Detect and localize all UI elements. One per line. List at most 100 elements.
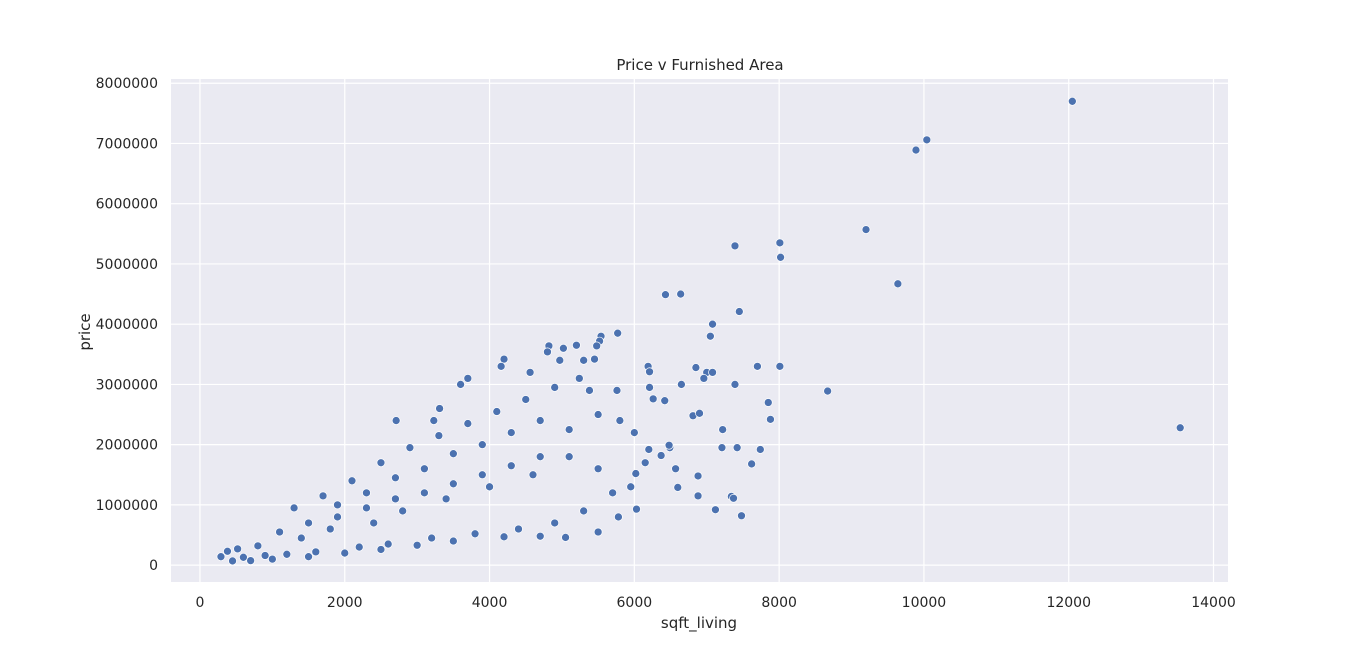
- data-point: [559, 343, 568, 353]
- data-point: [333, 500, 342, 510]
- data-point: [631, 469, 641, 478]
- data-point: [391, 473, 400, 483]
- data-point: [660, 396, 670, 406]
- data-point: [626, 482, 636, 492]
- data-point: [514, 524, 523, 534]
- data-point: [614, 512, 623, 522]
- data-point: [420, 488, 429, 498]
- data-point: [499, 354, 509, 364]
- data-point: [775, 238, 785, 248]
- data-point: [763, 398, 773, 407]
- data-point: [362, 488, 371, 498]
- data-point: [572, 340, 581, 350]
- data-point: [216, 552, 226, 562]
- data-point: [427, 533, 436, 543]
- data-point: [441, 494, 451, 504]
- x-tick-label: 2000: [327, 595, 363, 611]
- data-point: [260, 551, 270, 560]
- data-point: [477, 470, 487, 480]
- y-tick-label: 4000000: [96, 317, 158, 333]
- data-point: [608, 488, 617, 498]
- data-point: [354, 542, 364, 552]
- data-point: [645, 383, 654, 392]
- data-point: [579, 355, 589, 365]
- y-tick-label: 5000000: [96, 257, 158, 273]
- data-point: [398, 506, 408, 516]
- data-point: [535, 452, 545, 462]
- data-point: [304, 518, 313, 528]
- data-point: [730, 241, 740, 251]
- data-point: [318, 491, 328, 501]
- data-point: [448, 536, 458, 546]
- data-point: [661, 290, 670, 300]
- data-point: [311, 547, 321, 557]
- data-point: [383, 539, 393, 549]
- data-point: [732, 443, 742, 453]
- data-point: [737, 511, 746, 521]
- data-point: [729, 493, 738, 503]
- data-point: [823, 386, 832, 396]
- data-point: [340, 548, 350, 558]
- data-point: [893, 279, 903, 289]
- data-point: [1175, 423, 1185, 433]
- x-tick-label: 6000: [617, 595, 653, 611]
- data-point: [592, 341, 602, 351]
- data-point: [664, 440, 674, 450]
- data-point: [550, 518, 560, 528]
- data-point: [362, 503, 371, 513]
- data-point: [706, 331, 715, 341]
- data-point: [420, 464, 429, 474]
- data-point: [506, 461, 516, 471]
- data-point: [525, 368, 535, 377]
- data-point: [671, 464, 680, 474]
- data-point: [708, 319, 717, 329]
- x-tick-label: 12000: [1046, 595, 1091, 611]
- data-point: [369, 518, 379, 528]
- data-point: [391, 416, 401, 425]
- data-point: [429, 416, 439, 425]
- data-point: [615, 416, 625, 425]
- data-point: [645, 367, 654, 377]
- data-point: [564, 452, 574, 462]
- y-axis-label: price: [76, 313, 94, 350]
- y-tick-label: 8000000: [96, 76, 158, 92]
- data-point: [391, 494, 400, 504]
- data-point: [612, 386, 622, 395]
- data-point: [593, 527, 603, 537]
- data-point: [228, 556, 237, 566]
- data-point: [304, 552, 313, 562]
- data-point: [676, 289, 686, 299]
- data-point: [456, 380, 465, 389]
- data-point: [470, 529, 480, 539]
- data-point: [463, 419, 473, 428]
- chart-title: Price v Furnished Area: [616, 56, 783, 74]
- data-point: [405, 443, 415, 453]
- data-point: [629, 428, 639, 437]
- data-point: [766, 415, 775, 424]
- data-point: [555, 355, 565, 365]
- data-point: [711, 505, 720, 515]
- data-point: [528, 470, 538, 480]
- data-point: [753, 361, 762, 371]
- y-tick-label: 1000000: [96, 498, 158, 514]
- data-point: [347, 476, 357, 486]
- data-point: [574, 374, 584, 383]
- data-point: [253, 541, 263, 551]
- data-point: [579, 506, 589, 516]
- data-point: [492, 407, 502, 416]
- data-point: [755, 445, 765, 454]
- data-point: [673, 483, 683, 492]
- data-point: [233, 544, 242, 554]
- data-point: [434, 431, 444, 440]
- data-point: [543, 347, 552, 357]
- data-point: [593, 410, 603, 419]
- data-point: [506, 428, 516, 437]
- data-point: [911, 145, 921, 155]
- y-tick-label: 3000000: [96, 377, 158, 393]
- y-tick-label: 0: [149, 558, 158, 574]
- data-point: [590, 354, 599, 364]
- data-point: [708, 368, 717, 377]
- data-point: [412, 540, 422, 550]
- x-tick-label: 8000: [761, 595, 797, 611]
- data-point: [693, 491, 703, 501]
